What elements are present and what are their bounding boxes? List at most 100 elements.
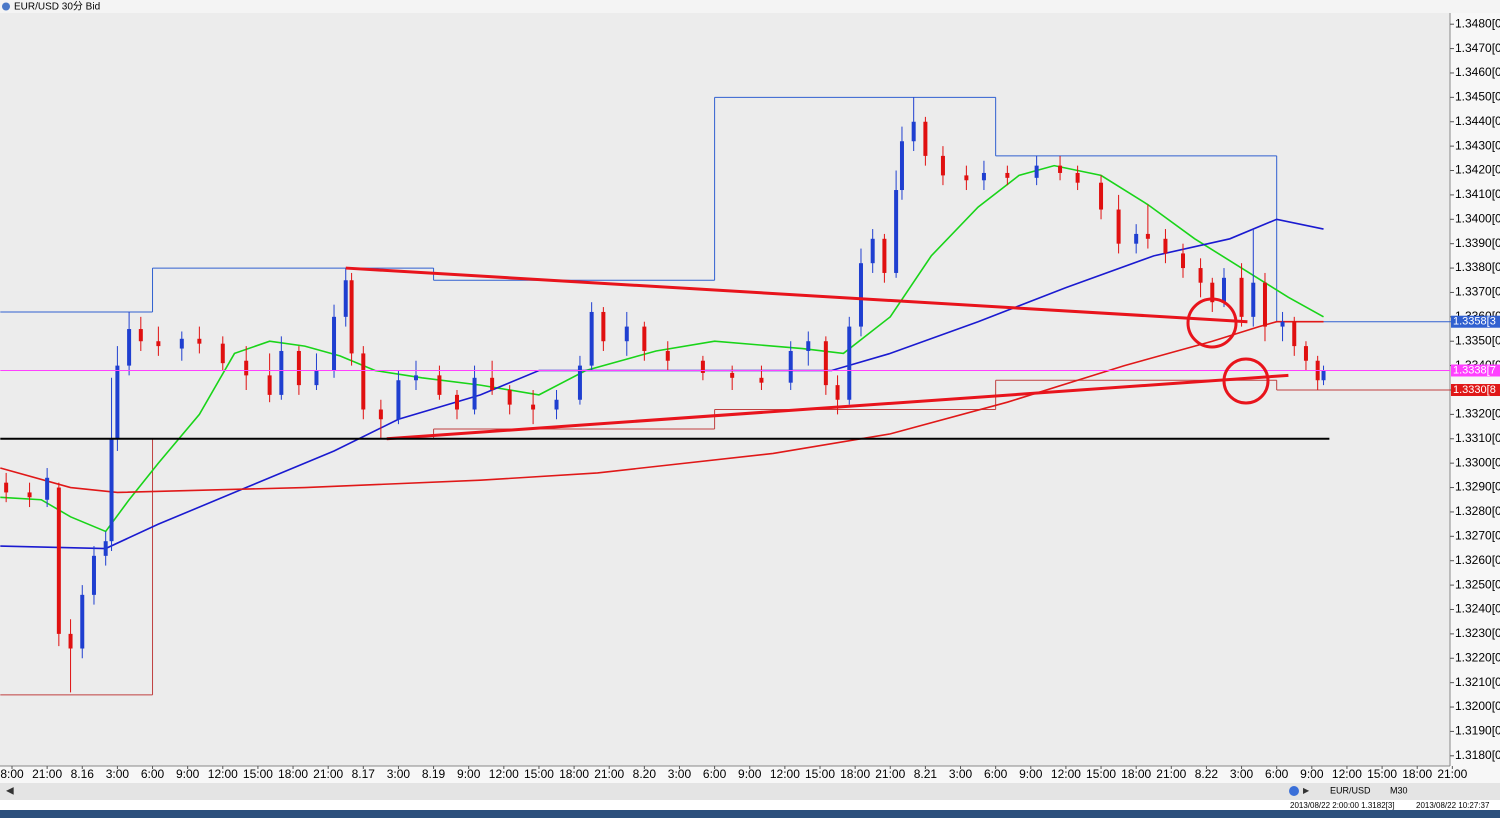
y-tick-label: 1.3410[0 [1455, 187, 1500, 201]
candle-body [103, 541, 108, 556]
y-tick-label: 1.3290[0 [1455, 480, 1500, 494]
candle-body [1134, 233, 1139, 244]
candle-body [1292, 321, 1297, 347]
candle-body [1321, 370, 1326, 381]
candle-body [1058, 165, 1063, 173]
taskbar [0, 810, 1500, 818]
price-label-box [1451, 384, 1500, 396]
candle-body [1005, 172, 1010, 178]
candle-body [759, 377, 764, 383]
annotation-circle [1222, 357, 1270, 405]
x-tick-label: 6:00 [984, 767, 1008, 781]
x-tick-label: 21:00 [32, 767, 62, 781]
y-tick-label: 1.3480[0 [1455, 16, 1500, 30]
symbol-selector[interactable]: EUR/USD [1330, 785, 1371, 795]
timeframe-selector[interactable]: M30 [1390, 785, 1408, 795]
candle-body [437, 375, 442, 395]
candle-body [507, 390, 512, 405]
y-tick-label: 1.3280[0 [1455, 504, 1500, 518]
candle-body [981, 172, 986, 181]
scroll-right[interactable]: ▶ [1303, 786, 1310, 795]
window-title: EUR/USD 30分 Bid [14, 1, 100, 13]
candle-body [1280, 321, 1285, 327]
y-tick-label: 1.3200[0 [1455, 699, 1500, 713]
x-tick-label: 15:00 [1367, 767, 1397, 781]
time-axis [0, 766, 1500, 783]
x-tick-label: 3:00 [668, 767, 692, 781]
y-tick-label: 1.3190[0 [1455, 724, 1500, 738]
x-tick-label: 12:00 [208, 767, 238, 781]
trend-line [386, 373, 1289, 441]
x-tick-label: 3:00 [106, 767, 130, 781]
x-tick-label: 8.21 [914, 767, 938, 781]
candle-body [1303, 346, 1308, 361]
y-tick-label: 1.3450[0 [1455, 90, 1500, 104]
x-tick-label: 9:00 [1019, 767, 1043, 781]
candle-body [823, 341, 828, 386]
x-tick-label: 21:00 [313, 767, 343, 781]
price-label: 1.3338[7 [1453, 364, 1496, 376]
candle-body [138, 329, 143, 342]
x-tick-label: 12:00 [770, 767, 800, 781]
candle-body [642, 326, 647, 351]
candle-body [414, 375, 419, 381]
candle-body [314, 370, 319, 386]
price-label-box [1451, 364, 1500, 377]
candle-body [1198, 268, 1203, 283]
x-tick-label: 21:00 [1437, 767, 1467, 781]
candle-body [940, 155, 945, 176]
candle-body [788, 350, 793, 383]
annotation-circle [1186, 297, 1238, 349]
y-tick-label: 1.3380[0 [1455, 260, 1500, 274]
x-tick-label: 6:00 [703, 767, 727, 781]
status-icon[interactable] [1289, 786, 1299, 796]
y-tick-label: 1.3180[0 [1455, 748, 1500, 762]
x-tick-label: 15:00 [524, 767, 554, 781]
candle-body [911, 121, 916, 142]
y-tick-label: 1.3350[0 [1455, 333, 1500, 347]
candle-body [45, 477, 50, 500]
plot-layer [0, 96, 1453, 696]
x-tick-label: 18:00 [840, 767, 870, 781]
x-tick-label: 18:00 [1402, 767, 1432, 781]
scroll-left[interactable]: ◀ [6, 786, 14, 797]
candle-body [91, 555, 96, 595]
x-tick-label: 21:00 [1156, 767, 1186, 781]
candle-body [27, 492, 32, 498]
candle-body [899, 141, 904, 191]
candle-body [279, 350, 284, 395]
candle-body [1116, 209, 1121, 244]
y-tick-label: 1.3250[0 [1455, 577, 1500, 591]
x-tick-label: 8.16 [71, 767, 95, 781]
window-icon [2, 2, 10, 11]
y-tick-label: 1.3310[0 [1455, 431, 1500, 445]
candle-body [577, 365, 582, 400]
cursor-info: 2013/08/22 2:00:00 1.3182[3] [1290, 801, 1395, 810]
x-tick-label: 18:00 [1121, 767, 1151, 781]
candle-body [835, 385, 840, 400]
candle-body [490, 377, 495, 390]
y-tick-label: 1.3430[0 [1455, 138, 1500, 152]
candle-body [80, 594, 85, 649]
x-tick-label: 15:00 [805, 767, 835, 781]
x-tick-label: 12:00 [1332, 767, 1362, 781]
candle-body [923, 121, 928, 156]
candle-body [396, 380, 401, 420]
candle-body [343, 280, 348, 317]
price-label-box [1451, 315, 1500, 328]
x-tick-label: 8:00 [0, 767, 24, 781]
y-tick-label: 1.3470[0 [1455, 41, 1500, 55]
candle-body [858, 263, 863, 327]
candle-body [296, 350, 301, 386]
y-tick-label: 1.3440[0 [1455, 114, 1500, 128]
candle-body [1145, 233, 1150, 239]
title-bar [0, 0, 1500, 13]
candle-body [806, 341, 811, 351]
candle-body [1262, 282, 1267, 327]
candle-body [244, 360, 249, 376]
price-label: 1.3330[8 [1453, 384, 1496, 396]
candle-body [1239, 277, 1244, 317]
candle-body [332, 316, 337, 371]
y-tick-label: 1.3420[0 [1455, 163, 1500, 177]
y-tick-label: 1.3260[0 [1455, 553, 1500, 567]
